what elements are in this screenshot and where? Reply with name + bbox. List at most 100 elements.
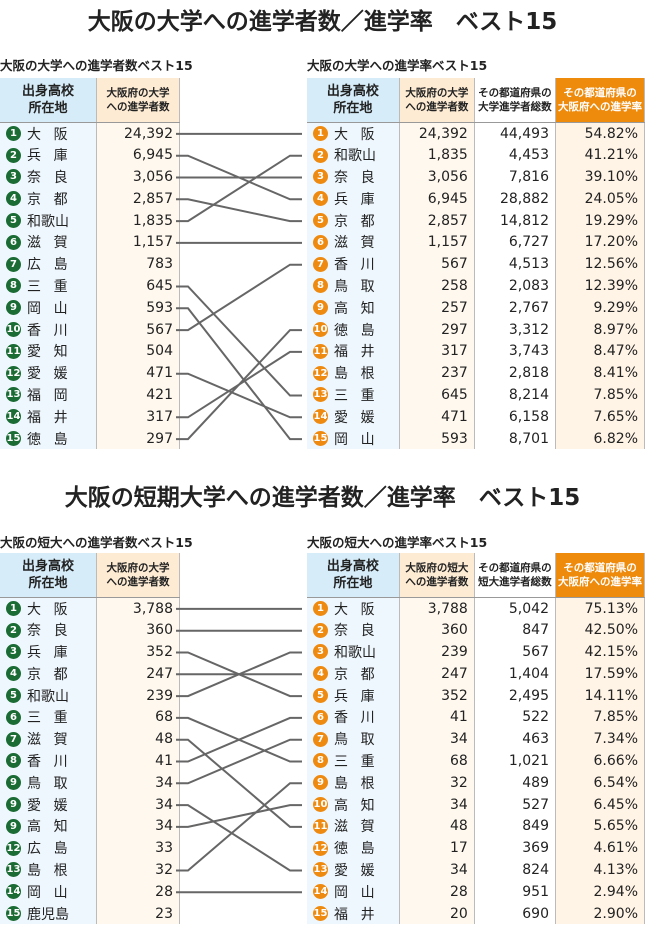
connector-line [176,738,302,828]
count-cell: 34 [96,815,180,838]
location-cell: 3 奈良 [0,166,97,188]
count-cell: 645 [96,275,180,297]
rate-cell: 19.29% [555,209,645,232]
rank-badge-icon: 13 [313,862,328,878]
location-cell: 8 三重 [0,275,97,297]
table-row: 7 香川 567 4,513 12.56% [307,253,645,276]
rank-badge-icon: 12 [313,365,328,381]
count-cell: 360 [96,619,180,642]
location-cell: 11 福井 [307,340,400,363]
rate-cell: 4.61% [555,837,645,860]
location-cell: 15 岡山 [307,427,400,450]
rank-badge-icon: 7 [6,731,21,747]
table-row: 5 和歌山 1,835 [0,209,180,232]
table-row: 12 愛媛 471 [0,362,180,385]
location-cell: 9 岡山 [0,296,97,319]
count-cell: 471 [96,362,180,385]
connector-line [176,307,302,441]
count-cell: 297 [399,318,475,341]
rate-cell: 6.45% [555,793,645,816]
table-row: 15 岡山 593 8,701 6.82% [307,427,645,450]
location-cell: 5 兵庫 [307,684,400,707]
rate-cell: 24.05% [555,187,645,210]
location-cell: 2 兵庫 [0,144,97,167]
prefecture-name: 滋賀 [334,819,388,836]
rank-badge-icon: 14 [6,884,21,900]
rank-badge-icon: 10 [313,322,328,338]
location-cell: 8 三重 [307,750,400,772]
connector-line [176,154,302,223]
table-row: 6 滋賀 1,157 6,727 17.20% [307,231,645,254]
rank-badge-icon: 10 [6,322,21,338]
prefecture-name: 香川 [27,322,81,339]
connector-line [176,804,302,872]
total-cell: 3,312 [474,318,556,341]
rank-badge-icon: 14 [6,409,21,425]
prefecture-name: 三重 [334,753,388,770]
table-row: 10 徳島 297 3,312 8.97% [307,318,645,341]
location-cell: 1 大阪 [307,122,400,145]
prefecture-name: 三重 [27,710,81,727]
location-cell: 12 島根 [307,362,400,385]
total-cell: 6,158 [474,405,556,428]
location-cell: 2 奈良 [307,619,400,642]
prefecture-name: 福井 [334,344,388,361]
rank-badge-icon: 5 [6,688,21,704]
table-row: 13 島根 32 [0,859,180,881]
prefecture-name: 奈良 [334,169,388,186]
table-row: 14 岡山 28 951 2.94% [307,880,645,903]
header-row: 出身高校 所在地 大阪府の大学 への進学者数 [0,553,180,598]
rank-badge-icon: 7 [6,256,21,272]
left-ranking-table: 出身高校 所在地 大阪府の大学 への進学者数 1 大阪 3,788 2 奈良 360 3 兵庫 35… [0,553,180,925]
total-cell: 2,767 [474,296,556,319]
total-cell: 2,495 [474,684,556,707]
count-cell: 6,945 [399,187,475,210]
rate-cell: 17.20% [555,231,645,254]
rate-cell: 5.65% [555,815,645,838]
count-cell: 257 [399,296,475,319]
table-row: 3 奈良 3,056 7,816 39.10% [307,166,645,188]
rank-badge-icon: 9 [313,300,328,316]
right-table-subtitle: 大阪の短大への進学率ベスト15 [307,535,488,550]
count-cell: 352 [399,684,475,707]
rank-badge-icon: 5 [6,213,21,229]
rank-badge-icon: 9 [6,775,21,791]
rate-cell: 8.41% [555,362,645,385]
table-row: 8 三重 68 1,021 6.66% [307,750,645,772]
count-cell: 33 [96,837,180,860]
total-cell: 2,818 [474,362,556,385]
count-cell: 3,788 [96,597,180,620]
prefecture-name: 三重 [334,387,388,404]
total-cell: 567 [474,641,556,663]
rate-cell: 8.97% [555,318,645,341]
location-cell: 7 広島 [0,253,97,276]
count-cell: 239 [399,641,475,663]
count-cell: 34 [399,728,475,751]
right-table-subtitle: 大阪の大学への進学率ベスト15 [307,58,488,73]
count-cell: 34 [399,793,475,816]
rate-cell: 17.59% [555,662,645,685]
prefecture-name: 奈良 [27,169,81,186]
count-cell: 352 [96,641,180,663]
total-cell: 14,812 [474,209,556,232]
location-cell: 6 滋賀 [0,231,97,254]
table-row: 11 愛知 504 [0,340,180,363]
prefecture-name: 愛知 [27,344,81,361]
count-cell: 48 [96,728,180,751]
total-cell: 44,493 [474,122,556,145]
column-header: 大阪府の大学 への進学者数 [96,553,180,598]
rank-badge-icon: 2 [6,147,21,163]
column-header: 出身高校 所在地 [0,78,97,123]
total-cell: 5,042 [474,597,556,620]
rank-badge-icon: 3 [6,169,21,185]
rate-cell: 2.94% [555,880,645,903]
prefecture-name: 京都 [334,213,388,230]
connector-line [176,738,302,785]
location-cell: 12 広島 [0,837,97,860]
count-cell: 3,056 [399,166,475,188]
count-cell: 24,392 [96,122,180,145]
count-cell: 567 [399,253,475,276]
location-cell: 13 愛媛 [307,859,400,881]
count-cell: 1,157 [399,231,475,254]
rank-badge-icon: 6 [313,234,328,250]
